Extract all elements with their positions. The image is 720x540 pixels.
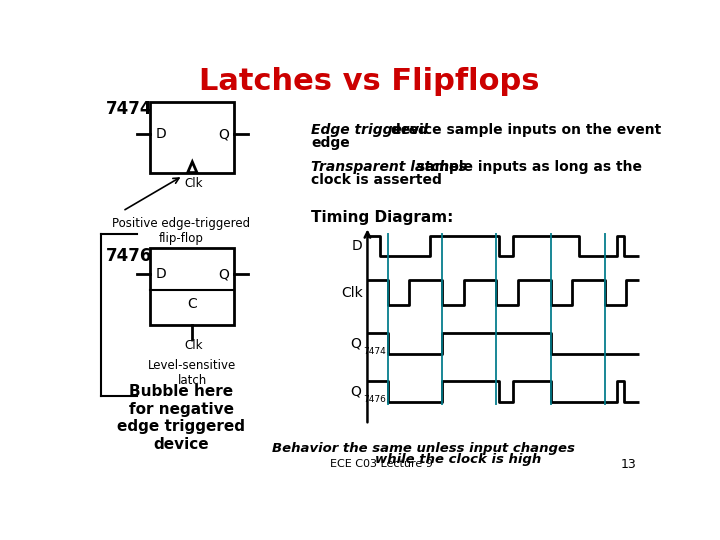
Text: D: D	[156, 267, 166, 281]
Text: 7474: 7474	[363, 347, 385, 356]
Text: Bubble here
for negative
edge triggered
device: Bubble here for negative edge triggered …	[117, 384, 246, 451]
Text: Q: Q	[351, 336, 361, 350]
Text: Edge triggered: Edge triggered	[311, 123, 428, 137]
Text: while the clock is high: while the clock is high	[375, 453, 541, 467]
Text: 7476: 7476	[363, 395, 386, 404]
Text: ECE C03 Lecture 9: ECE C03 Lecture 9	[330, 460, 433, 469]
Text: Timing Diagram:: Timing Diagram:	[311, 210, 454, 225]
Text: Clk: Clk	[184, 177, 203, 190]
Text: 13: 13	[621, 458, 636, 471]
Bar	[150, 248, 234, 325]
Text: Level-sensitive
latch: Level-sensitive latch	[148, 359, 236, 387]
Text: Positive edge-triggered
flip-flop: Positive edge-triggered flip-flop	[112, 217, 251, 245]
Text: C: C	[187, 296, 197, 310]
Text: Clk: Clk	[184, 339, 203, 352]
Text: edge: edge	[311, 136, 350, 150]
Bar	[150, 102, 234, 173]
Text: clock is asserted: clock is asserted	[311, 173, 442, 187]
Text: 7474: 7474	[106, 100, 152, 118]
Text: 7476: 7476	[106, 247, 152, 265]
Text: Q: Q	[218, 127, 229, 141]
Text: Q: Q	[351, 384, 361, 399]
Text: D: D	[156, 127, 166, 141]
Text: Q: Q	[218, 267, 229, 281]
Text: sample inputs as long as the: sample inputs as long as the	[412, 160, 642, 174]
Text: Latches vs Flipflops: Latches vs Flipflops	[199, 68, 539, 96]
Text: Clk: Clk	[341, 286, 363, 300]
Text: device sample inputs on the event: device sample inputs on the event	[386, 123, 661, 137]
Polygon shape	[188, 162, 197, 173]
Text: Behavior the same unless input changes: Behavior the same unless input changes	[272, 442, 575, 455]
Text: D: D	[352, 239, 363, 253]
Text: Transparent latches: Transparent latches	[311, 160, 467, 174]
